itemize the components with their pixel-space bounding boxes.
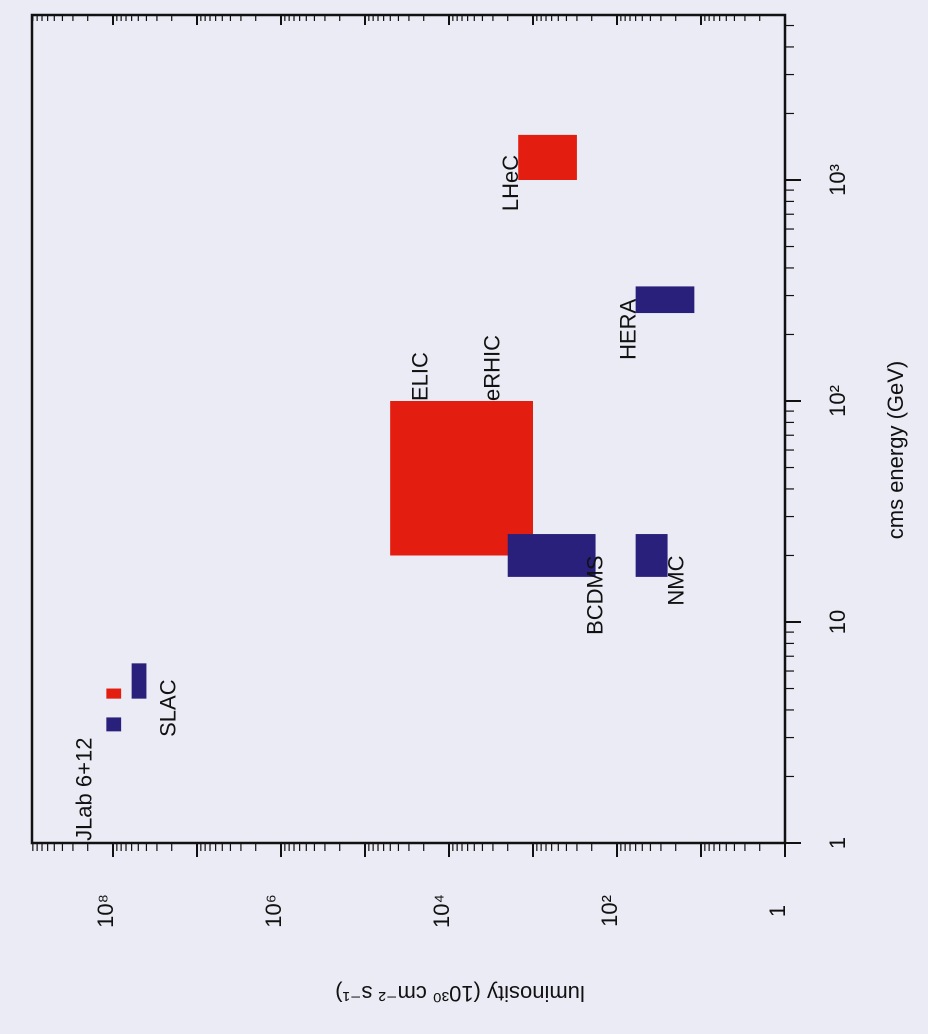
label-hera: HERA	[616, 298, 641, 359]
tick-labels: 1 10² 10⁴ 10⁶ 10⁸ 1 10 10² 10³	[93, 164, 850, 928]
box-bcdms-4	[507, 534, 596, 577]
box-lhec	[518, 134, 577, 180]
box-slac-6	[131, 663, 147, 699]
x-tick-label: 10³	[825, 164, 850, 196]
y-axis-title: luminosity (10³⁰ cm⁻² s⁻¹)	[335, 981, 585, 1006]
x-tick-label: 10	[825, 610, 850, 634]
box-hera-1	[635, 286, 695, 314]
label-nmc: NMC	[664, 555, 689, 605]
y-tick-label: 1	[765, 905, 790, 917]
data-labels: LHeC HERA ELIC eRHIC BCDMS NMC SLAC JLab 6+12	[72, 155, 689, 841]
y-tick-label: 10⁴	[429, 894, 454, 928]
label-slac: SLAC	[155, 679, 180, 737]
x-axis-title: cms energy (GeV)	[883, 361, 908, 540]
box-erhic-3	[390, 401, 533, 556]
label-bcdms: BCDMS	[583, 555, 608, 634]
data-boxes	[106, 134, 695, 732]
box-nmc-5	[635, 534, 668, 577]
y-tick-label: 10⁸	[93, 894, 118, 928]
label-elic: ELIC	[408, 352, 433, 401]
label-lhec: LHeC	[498, 155, 523, 211]
x-tick-label: 10²	[825, 385, 850, 417]
box-8-8	[106, 717, 122, 732]
x-tick-label: 1	[825, 837, 850, 849]
box-jlab-6-12-7	[106, 688, 122, 699]
y-tick-label: 10²	[597, 895, 622, 927]
y-tick-label: 10⁶	[261, 894, 286, 928]
label-jlab-6-12: JLab 6+12	[72, 738, 97, 841]
axis-ticks	[32, 15, 801, 857]
label-erhic: eRHIC	[480, 335, 505, 401]
